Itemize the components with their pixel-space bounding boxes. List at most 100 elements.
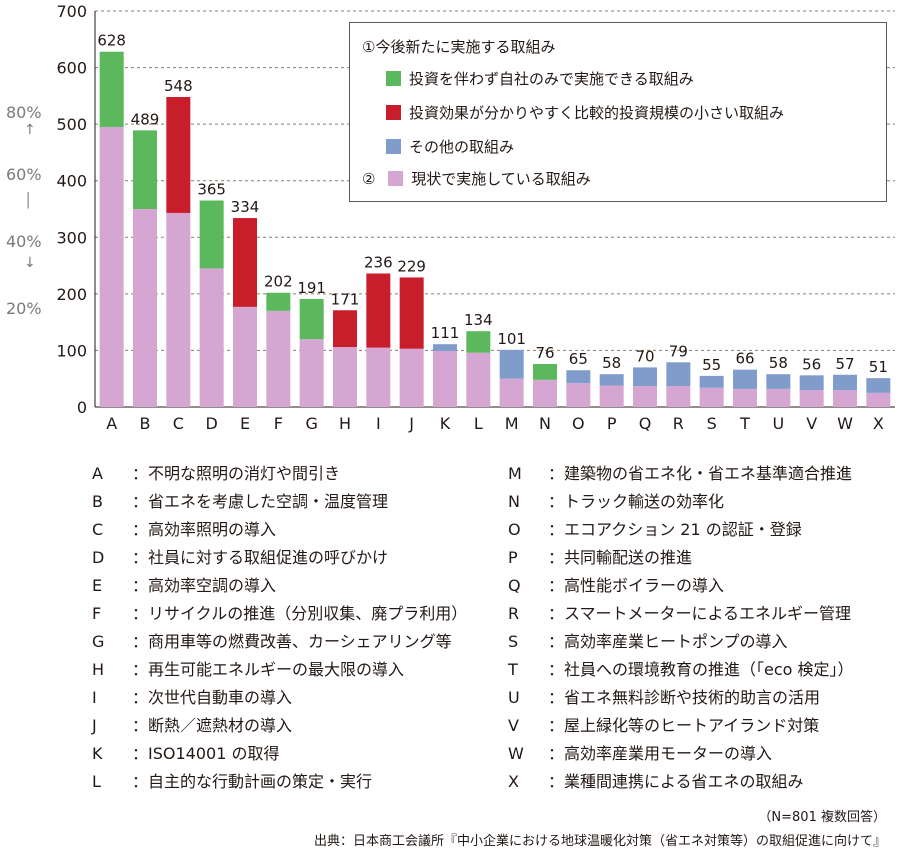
x-tick-label: P [607, 414, 617, 433]
bar-segment [733, 369, 757, 389]
definition-text: ：屋上緑化等のヒートアイランド対策 [548, 716, 820, 735]
total-label: 111 [431, 324, 460, 342]
definition-key: K [92, 744, 103, 763]
bar-segment [433, 344, 457, 351]
definition-text: ：業種間連携による省エネの取組み [548, 772, 804, 791]
legend-swatch-green [386, 71, 401, 86]
y-tick-label: 400 [56, 172, 87, 191]
total-label: 79 [669, 342, 688, 360]
total-label: 334 [231, 198, 260, 216]
x-tick-label: E [240, 414, 250, 433]
bar-segment [299, 298, 324, 340]
bar-segment [199, 268, 224, 407]
definitions-left: A ：不明な照明の消灯や間引き B ：省エネを考慮した空調・温度管理 C ：高効率照明… [92, 460, 467, 796]
definition-key: B [92, 492, 103, 511]
x-tick-label: T [739, 414, 750, 433]
x-tick-label: V [806, 414, 817, 433]
definition-row-w: W ：高効率産業用モーターの導入 [508, 740, 854, 768]
definition-key: X [508, 772, 519, 791]
definition-key: P [508, 548, 518, 567]
total-label: 191 [297, 279, 326, 297]
definition-key: W [508, 744, 524, 763]
definition-row-i: I ：次世代自動車の導入 [92, 684, 467, 712]
x-tick-label: S [707, 414, 717, 433]
x-tick-label: Q [639, 414, 652, 433]
x-tick-label: C [173, 414, 184, 433]
definition-key: M [508, 464, 522, 483]
bar-segment [733, 388, 757, 407]
bar-segment [666, 386, 691, 407]
total-label: 236 [364, 253, 393, 271]
definition-row-x: X ：業種間連携による省エネの取組み [508, 768, 854, 796]
x-tick-label: I [376, 414, 381, 433]
bar-segment [599, 385, 624, 407]
legend-item-red: 投資効果が分かりやすく比較的投資規模の小さい取組み [386, 103, 784, 123]
definition-row-q: Q ：高性能ボイラーの導入 [508, 572, 854, 600]
x-tick-label: O [572, 414, 585, 433]
pct-up-arrow-icon: ↑ [24, 122, 36, 138]
x-tick-label: J [408, 414, 414, 433]
bar-segment [866, 378, 891, 393]
bar-segment [233, 306, 257, 407]
source-note: 出典：日本商工会議所『中小企業における地球温暖化対策（省エネ対策等）の取組促進に… [313, 834, 886, 849]
bar-segment [499, 349, 524, 379]
pct-down-arrow-icon: ↓ [24, 255, 36, 271]
total-label: 70 [635, 347, 654, 365]
pct-connector-icon: │ [24, 193, 33, 209]
total-label: 65 [569, 350, 588, 368]
pct-label-40: 40% [6, 232, 42, 251]
legend-item-pink: ② 現状で実施している取組み [362, 169, 591, 189]
definition-key: J [92, 716, 97, 735]
bar-segment [133, 130, 157, 209]
bar-segment [833, 374, 857, 391]
definition-row-t: T ：社員への環境教育の推進（「eco 検定」） [508, 656, 854, 684]
definition-key: A [92, 464, 103, 483]
legend-swatch-blue [386, 139, 401, 154]
definition-row-b: B ：省エネを考慮した空調・温度管理 [92, 488, 467, 516]
total-label: 489 [131, 110, 160, 128]
definition-text: ：高効率空調の導入 [132, 576, 277, 595]
bar-segment [133, 209, 157, 407]
definition-key: L [92, 772, 101, 791]
definition-row-o: O ：エコアクション 21 の認証・登録 [508, 516, 854, 544]
bar-segment [399, 348, 424, 407]
definition-row-p: P ：共同輸配送の推進 [508, 544, 854, 572]
definition-text: ：エコアクション 21 の認証・登録 [548, 520, 802, 539]
x-tick-label: M [505, 414, 519, 433]
bar-segment [433, 350, 457, 407]
definition-key: N [508, 492, 520, 511]
bar-segment [166, 212, 191, 407]
bar-segment [99, 51, 124, 127]
bar-segment [633, 367, 657, 387]
y-tick-label: 0 [77, 398, 87, 417]
total-label: 229 [397, 257, 426, 275]
definition-key: C [92, 520, 104, 539]
definition-text: ：ISO14001 の取得 [132, 744, 280, 763]
legend-group2-prefix: ② [362, 170, 376, 188]
legend-label-pink: 現状で実施している取組み [411, 170, 591, 188]
pct-label-60: 60% [6, 165, 42, 184]
y-tick-label: 500 [56, 115, 87, 134]
definitions-right: M ：建築物の省エネ化・省エネ基準適合推進 N ：トラック輸送の効率化 O ：エコアク… [508, 460, 854, 796]
bar-segment [399, 277, 424, 349]
x-tick-label: U [772, 414, 784, 433]
legend-item-blue: その他の取組み [386, 137, 514, 157]
bar-segment [599, 374, 624, 386]
definition-text: ：建築物の省エネ化・省エネ基準適合推進 [548, 464, 853, 483]
definition-row-c: C ：高効率照明の導入 [92, 516, 467, 544]
definition-key: S [508, 632, 519, 651]
definition-row-n: N ：トラック輸送の効率化 [508, 488, 854, 516]
y-tick-label: 700 [56, 2, 87, 21]
x-tick-label: A [106, 414, 117, 433]
bar-segment [299, 339, 324, 407]
definition-text: ：高性能ボイラーの導入 [548, 576, 725, 595]
x-tick-label: W [837, 414, 853, 433]
legend-group1-title: ①今後新たに実施する取組み [362, 38, 556, 56]
definition-text: ：共同輸配送の推進 [548, 548, 693, 567]
total-label: 628 [97, 32, 126, 50]
legend-swatch-pink [388, 171, 404, 186]
x-tick-label: K [440, 414, 451, 433]
total-label: 134 [464, 311, 493, 329]
bar-segment [533, 379, 557, 407]
total-label: 365 [197, 181, 226, 199]
